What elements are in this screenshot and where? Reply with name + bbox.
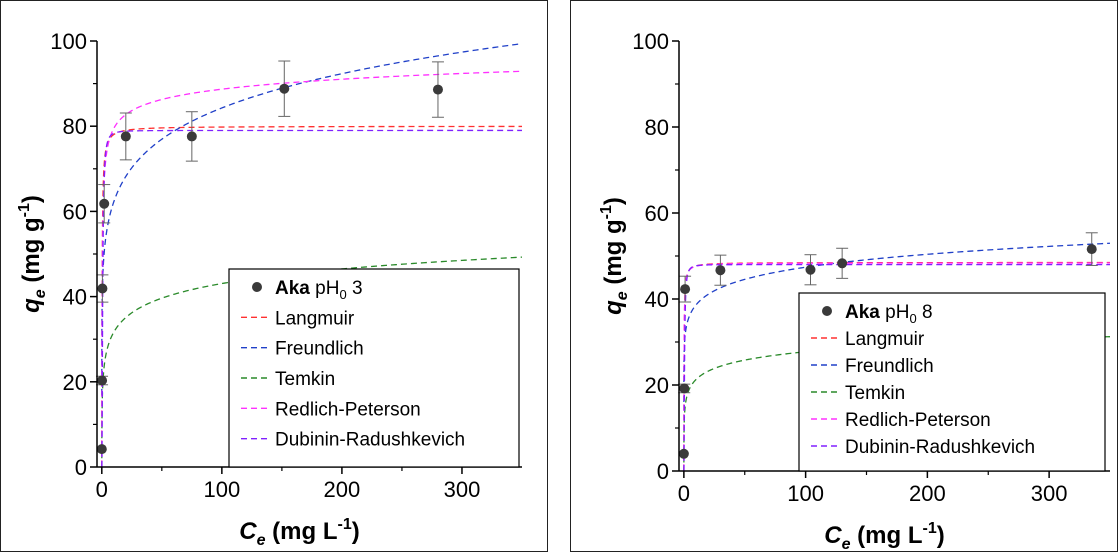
x-tick-label: 200	[324, 477, 361, 502]
legend-label: Langmuir	[275, 308, 355, 329]
data-point	[187, 131, 197, 141]
isotherm-chart-right: 0 20 40 60 80 100 0 100 200 300 qe (mg g-1) Ce (mg …	[571, 1, 1118, 553]
legend: Aka pH0 8 Langmuir Freundlich Temkin Redlich…	[799, 293, 1105, 471]
data-point	[121, 131, 131, 141]
x-tick-label: 100	[203, 477, 240, 502]
x-tick-label: 0	[96, 477, 108, 502]
legend-label-sample: Aka pH0 3	[275, 278, 363, 302]
data-point	[279, 84, 289, 94]
legend-marker-sample	[252, 282, 262, 292]
y-tick-label: 20	[63, 370, 87, 395]
isotherm-chart-left: 0 20 40 60 80 100 0 100 200 300 qe (mg g-1) Ce (mg …	[1, 1, 549, 553]
legend-label: Langmuir	[845, 329, 925, 350]
y-tick-label: 0	[75, 455, 87, 480]
data-point	[680, 284, 690, 294]
data-point	[433, 85, 443, 95]
x-tick-label: 100	[787, 481, 824, 506]
legend-label: Temkin	[275, 369, 335, 390]
legend-label: Dubinin-Radushkevich	[275, 430, 465, 451]
y-axis-label: qe (mg g-1)	[598, 197, 631, 315]
data-point	[97, 376, 107, 386]
y-tick-label: 80	[645, 115, 669, 140]
data-point	[99, 199, 109, 209]
data-point	[97, 444, 107, 454]
y-tick-label: 40	[63, 285, 87, 310]
y-tick-label: 60	[645, 201, 669, 226]
chart-panel-right: 0 20 40 60 80 100 0 100 200 300 qe (mg g-1) Ce (mg …	[570, 0, 1118, 552]
legend-label: Redlich-Peterson	[845, 410, 991, 431]
data-point	[1087, 244, 1097, 254]
data-point	[805, 265, 815, 275]
data-point	[97, 284, 107, 294]
data-point	[837, 258, 847, 268]
y-axis-label: qe (mg g-1)	[16, 195, 49, 313]
chart-panel-left: 0 20 40 60 80 100 0 100 200 300 qe (mg g-1) Ce (mg …	[0, 0, 548, 552]
y-tick-label: 80	[63, 114, 87, 139]
legend-label-sample: Aka pH0 8	[845, 302, 933, 326]
x-axis-label: Ce (mg L-1)	[239, 516, 359, 549]
legend: Aka pH0 3 Langmuir Freundlich Temkin Redlich…	[229, 269, 519, 467]
data-point	[679, 449, 689, 459]
x-tick-label: 300	[1031, 481, 1068, 506]
x-tick-label: 200	[909, 481, 946, 506]
x-tick-label: 300	[444, 477, 481, 502]
y-tick-label: 0	[657, 459, 669, 484]
x-axis-label: Ce (mg L-1)	[824, 520, 944, 553]
y-tick-label: 100	[632, 29, 669, 54]
y-tick-label: 60	[63, 199, 87, 224]
legend-marker-sample	[822, 306, 832, 316]
data-point	[679, 383, 689, 393]
legend-label: Freundlich	[845, 356, 934, 377]
data-point	[715, 265, 725, 275]
legend-label: Temkin	[845, 383, 905, 404]
legend-label: Freundlich	[275, 339, 364, 360]
legend-label: Dubinin-Radushkevich	[845, 437, 1035, 458]
y-tick-label: 100	[50, 29, 87, 54]
x-tick-label: 0	[678, 481, 690, 506]
y-tick-label: 20	[645, 373, 669, 398]
y-tick-label: 40	[645, 287, 669, 312]
legend-label: Redlich-Peterson	[275, 399, 421, 420]
